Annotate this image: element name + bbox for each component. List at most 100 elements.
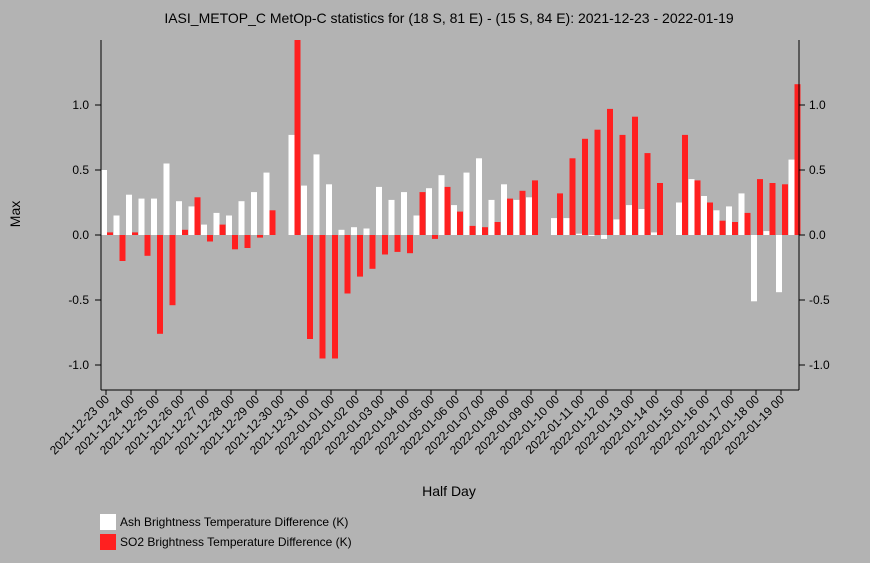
chart-title: IASI_METOP_C MetOp-C statistics for (18 … — [164, 10, 734, 26]
bar-so2-20 — [357, 235, 363, 277]
bar-ash-49 — [713, 210, 720, 235]
bar-ash-0 — [101, 170, 107, 235]
bar-ash-41 — [613, 219, 620, 235]
bar-so2-12 — [257, 235, 263, 238]
bar-ash-43 — [638, 209, 645, 235]
legend-item-ash: Ash Brightness Temperature Difference (K… — [100, 512, 352, 532]
bar-so2-33 — [519, 190, 526, 235]
bar-ash-21 — [363, 228, 370, 235]
bar-ash-54 — [776, 235, 782, 293]
bar-ash-7 — [188, 206, 195, 235]
bar-ash-55 — [788, 159, 795, 235]
bar-so2-9 — [219, 224, 226, 235]
bar-ash-42 — [626, 205, 632, 235]
bar-so2-23 — [394, 235, 401, 252]
bar-ash-9 — [213, 212, 220, 235]
bar-so2-47 — [694, 180, 701, 235]
bar-so2-38 — [582, 138, 588, 235]
bar-so2-54 — [782, 184, 788, 235]
bar-so2-51 — [744, 212, 751, 235]
legend: Ash Brightness Temperature Difference (K… — [100, 512, 352, 552]
bar-so2-48 — [707, 202, 713, 235]
bar-so2-28 — [457, 211, 463, 235]
bar-ash-52 — [751, 235, 757, 302]
bar-so2-27 — [444, 186, 451, 235]
bar-so2-31 — [494, 222, 501, 235]
bar-ash-50 — [726, 206, 732, 235]
bar-ash-12 — [251, 192, 257, 235]
bar-ash-22 — [376, 186, 382, 235]
bar-ash-36 — [551, 218, 557, 235]
bar-ash-39 — [588, 235, 595, 236]
bar-ash-17 — [313, 154, 320, 235]
bar-ash-40 — [601, 235, 607, 239]
bar-ash-47 — [688, 179, 695, 235]
bar-so2-43 — [644, 153, 651, 235]
bar-ash-11 — [238, 201, 245, 235]
bar-so2-0 — [107, 232, 113, 235]
bar-so2-7 — [194, 197, 201, 235]
legend-label-so2: SO2 Brightness Temperature Difference (K… — [120, 535, 352, 549]
y-tick-label-left: 1.0 — [72, 98, 89, 112]
bar-so2-40 — [607, 108, 613, 235]
bar-ash-8 — [201, 224, 207, 235]
bar-ash-6 — [176, 201, 182, 235]
bar-so2-46 — [682, 134, 688, 235]
bar-so2-55 — [794, 84, 801, 235]
bar-ash-48 — [701, 196, 707, 235]
y-tick-label-left: 0.5 — [72, 163, 89, 177]
bar-so2-1 — [119, 235, 126, 261]
bar-so2-22 — [382, 235, 388, 255]
bar-so2-49 — [719, 220, 726, 235]
bar-ash-23 — [388, 199, 395, 235]
bar-so2-36 — [557, 193, 563, 235]
bar-ash-26 — [426, 188, 432, 235]
bar-so2-53 — [769, 183, 776, 235]
y-tick-label-right: 0.0 — [809, 228, 826, 242]
bar-so2-52 — [757, 179, 763, 235]
x-axis-label: Half Day — [422, 483, 476, 499]
bar-so2-11 — [244, 235, 251, 248]
bar-so2-34 — [532, 180, 538, 235]
bar-ash-20 — [351, 227, 357, 235]
bar-ash-24 — [401, 192, 407, 235]
bar-ash-46 — [676, 202, 682, 235]
bar-ash-4 — [151, 198, 157, 235]
bar-so2-32 — [507, 198, 513, 235]
bar-ash-27 — [438, 175, 445, 235]
bar-so2-18 — [332, 235, 338, 359]
axes-group: 1.0 1.00.5 0.50.0 0.0-0.5 -0.5-1.0 -1.02021-1… — [47, 40, 830, 457]
bar-ash-10 — [226, 215, 232, 235]
bar-so2-37 — [569, 158, 576, 235]
bar-ash-2 — [126, 194, 132, 235]
legend-item-so2: SO2 Brightness Temperature Difference (K… — [100, 532, 352, 552]
bar-ash-28 — [451, 205, 457, 235]
bar-ash-32 — [501, 184, 507, 235]
bar-so2-25 — [419, 192, 426, 235]
bar-ash-33 — [513, 199, 520, 235]
bar-so2-42 — [632, 116, 638, 235]
bar-so2-4 — [157, 235, 163, 334]
legend-label-ash: Ash Brightness Temperature Difference (K… — [120, 515, 349, 529]
legend-swatch-so2 — [100, 534, 116, 550]
bar-so2-44 — [657, 183, 663, 235]
bar-ash-37 — [563, 218, 570, 235]
y-tick-label-left: -1.0 — [68, 358, 89, 372]
bar-ash-29 — [463, 172, 470, 235]
bar-ash-31 — [488, 199, 495, 235]
bar-ash-5 — [163, 163, 170, 235]
bar-ash-30 — [476, 158, 482, 235]
y-tick-label-right: -0.5 — [809, 293, 830, 307]
bar-so2-5 — [169, 235, 176, 306]
bar-so2-19 — [344, 235, 351, 294]
bar-so2-6 — [182, 229, 188, 235]
bar-ash-16 — [301, 185, 307, 235]
bar-so2-10 — [232, 235, 238, 250]
y-tick-label-left: -0.5 — [68, 293, 89, 307]
bar-ash-3 — [138, 198, 145, 235]
bar-so2-39 — [594, 129, 601, 235]
bar-so2-21 — [369, 235, 376, 269]
y-tick-label-right: -1.0 — [809, 358, 830, 372]
bar-so2-2 — [132, 232, 138, 235]
